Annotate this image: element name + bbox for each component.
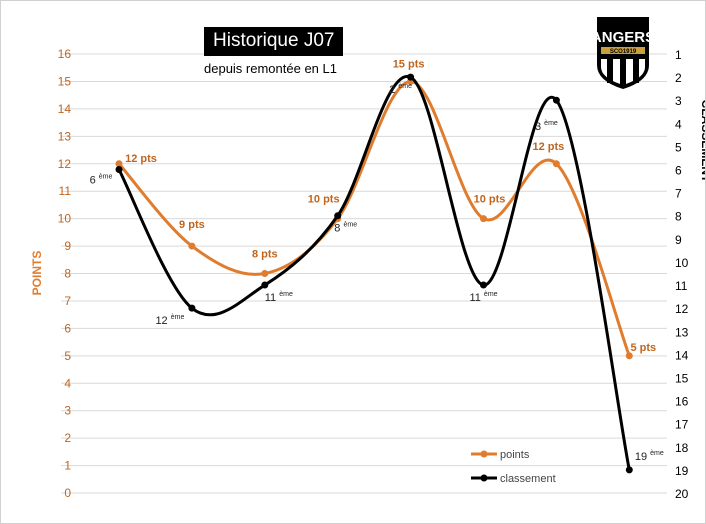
y-tick-label: 6 (64, 321, 71, 335)
y2-tick-label: 20 (675, 487, 689, 501)
data-label-points: 9 pts (179, 219, 205, 231)
data-point-points (115, 160, 123, 168)
y-tick-label: 9 (64, 239, 71, 253)
y2-tick-label: 4 (675, 117, 682, 131)
data-point-points (625, 352, 633, 360)
y2-tick-label: 14 (675, 348, 689, 362)
y2-tick-label: 8 (675, 210, 682, 224)
data-label-classement: 3 ème (535, 120, 558, 133)
data-label-classement: 11 ème (265, 291, 293, 304)
y-tick-label: 10 (58, 212, 72, 226)
legend-marker-classement (480, 474, 488, 482)
y2-tick-label: 11 (675, 279, 688, 293)
data-point-classement (115, 166, 123, 174)
y-tick-label: 4 (64, 376, 71, 390)
y2-tick-label: 19 (675, 464, 689, 478)
y-tick-label: 12 (58, 157, 72, 171)
data-point-points (261, 270, 269, 277)
y2-tick-label: 12 (675, 302, 689, 316)
angers-sco-logo: ANGERS SCO1919 (593, 17, 653, 89)
data-point-points (480, 215, 487, 223)
y-tick-label: 2 (64, 431, 71, 445)
data-label-points: 8 pts (252, 249, 278, 261)
y-axis-label: POINTS (30, 251, 44, 296)
data-point-points (188, 242, 196, 250)
y-tick-label: 16 (58, 47, 72, 61)
data-point-points (552, 160, 560, 168)
data-label-classement: 12 ème (155, 314, 184, 327)
svg-text:SCO1919: SCO1919 (610, 49, 637, 55)
y-tick-label: 8 (64, 267, 71, 281)
y-tick-label: 3 (64, 404, 71, 418)
y2-tick-label: 2 (675, 71, 682, 85)
y2-tick-label: 15 (675, 371, 689, 385)
data-label-points: 10 pts (308, 194, 340, 206)
y2-tick-label: 16 (675, 395, 689, 409)
y2-tick-label: 18 (675, 441, 689, 455)
data-point-classement (552, 96, 560, 104)
legend-label-points: points (500, 449, 530, 461)
data-label-points: 15 pts (393, 58, 425, 70)
data-point-classement (480, 281, 487, 289)
legend-label-classement: classement (500, 473, 556, 485)
y-tick-label: 11 (59, 184, 72, 198)
data-label-classement: 19 ème (635, 450, 664, 463)
data-label-classement: 8 ème (334, 222, 357, 235)
data-point-classement (261, 281, 269, 289)
y-tick-label: 5 (64, 349, 71, 363)
data-label-classement: 2 ème (389, 83, 412, 96)
y-tick-label: 14 (58, 102, 72, 116)
y-tick-label: 13 (58, 129, 72, 143)
data-label-points: 5 pts (630, 342, 656, 354)
data-label-points: 12 pts (533, 141, 565, 153)
y2-tick-label: 5 (675, 140, 682, 154)
svg-text:ANGERS: ANGERS (593, 29, 653, 46)
y2-tick-label: 9 (675, 233, 682, 247)
y-tick-label: 15 (58, 74, 72, 88)
y-tick-label: 7 (64, 294, 71, 308)
y2-tick-label: 3 (675, 94, 682, 108)
legend-marker-points (480, 450, 488, 458)
y2-tick-label: 13 (675, 325, 689, 339)
data-label-points: 10 pts (474, 194, 506, 206)
y2-tick-label: 10 (675, 256, 689, 270)
y2-tick-label: 7 (675, 187, 682, 201)
data-point-classement (334, 212, 342, 220)
chart-subtitle: depuis remontée en L1 (204, 61, 337, 76)
data-label-classement: 6 ème (90, 174, 113, 187)
y-tick-label: 1 (64, 459, 71, 473)
y2-axis-label: CLASSEMENT (699, 100, 706, 183)
data-label-classement: 11 ème (469, 291, 497, 304)
y2-tick-label: 17 (675, 418, 689, 432)
data-point-classement (625, 466, 633, 474)
y2-tick-label: 1 (675, 48, 682, 62)
chart-title: Historique J07 (204, 27, 344, 56)
y2-tick-label: 6 (675, 164, 682, 178)
data-label-points: 12 pts (125, 153, 157, 165)
data-point-classement (407, 73, 415, 81)
y-tick-label: 0 (64, 486, 71, 500)
data-point-classement (188, 304, 196, 312)
